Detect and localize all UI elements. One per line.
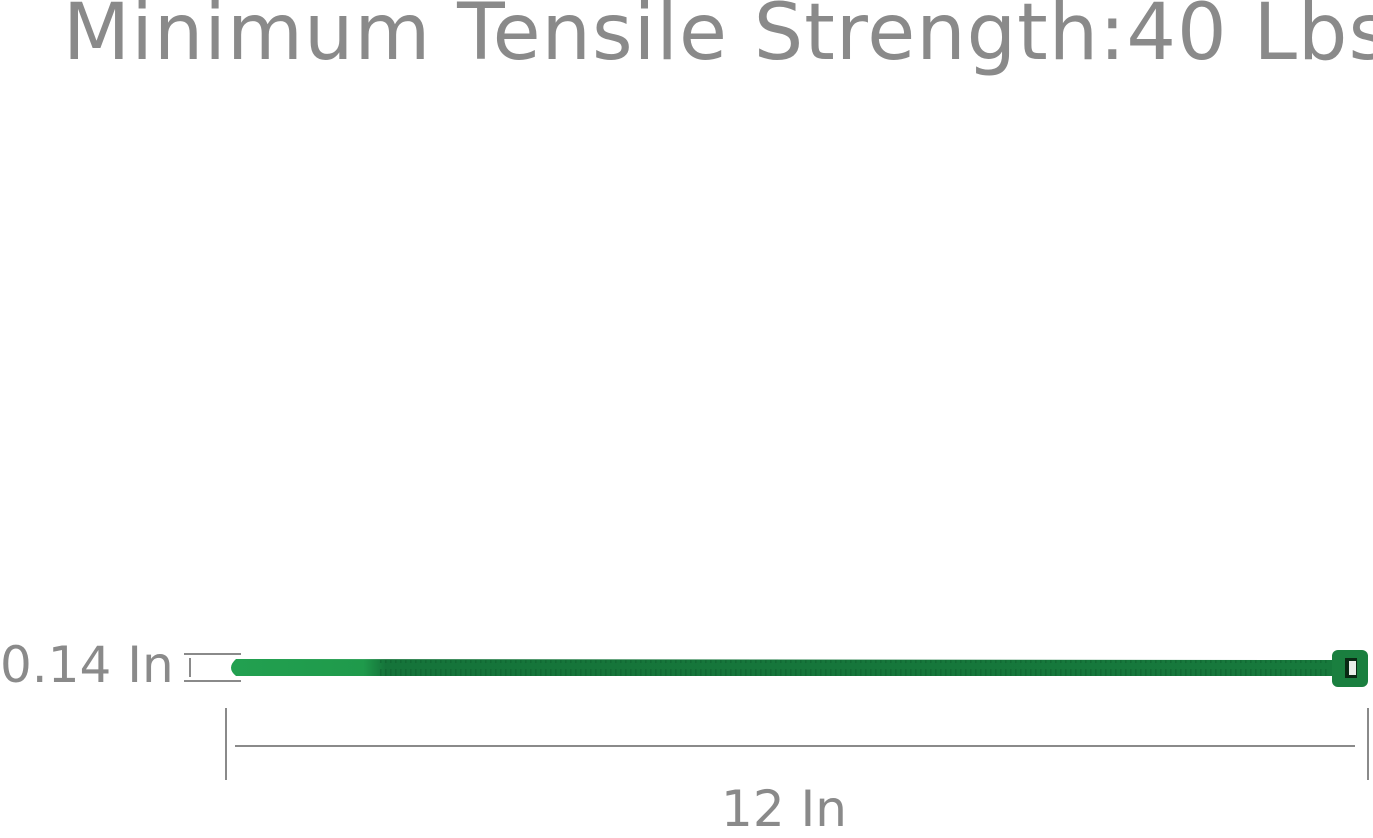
cable-tie-icon <box>231 650 1368 687</box>
length-label: 12 In <box>721 780 847 838</box>
width-bracket <box>184 653 241 682</box>
length-dimension-line <box>225 708 1369 780</box>
width-label: 0.14 In <box>0 636 174 694</box>
headline-tensile-strength: Minimum Tensile Strength:40 Lbs <box>62 0 1373 78</box>
